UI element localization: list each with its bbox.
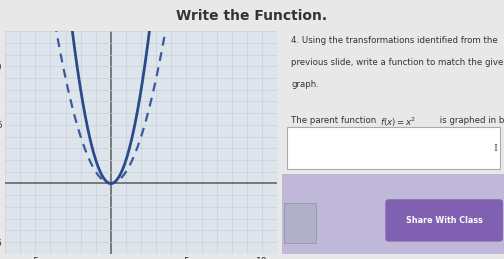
Text: Share With Class: Share With Class — [406, 216, 482, 225]
Text: is graphed in black.: is graphed in black. — [437, 116, 504, 125]
FancyBboxPatch shape — [386, 199, 503, 242]
Text: previous slide, write a function to match the given: previous slide, write a function to matc… — [291, 58, 504, 67]
Text: The parent function: The parent function — [291, 116, 379, 125]
Text: Write the Function.: Write the Function. — [176, 9, 328, 23]
Text: 4. Using the transformations identified from the: 4. Using the transformations identified … — [291, 35, 498, 45]
FancyBboxPatch shape — [284, 203, 316, 243]
Text: graph.: graph. — [291, 80, 319, 89]
Text: $f(x)=x^2$: $f(x)=x^2$ — [380, 116, 416, 129]
Text: I: I — [493, 143, 497, 153]
FancyBboxPatch shape — [287, 127, 499, 169]
FancyBboxPatch shape — [282, 174, 504, 254]
